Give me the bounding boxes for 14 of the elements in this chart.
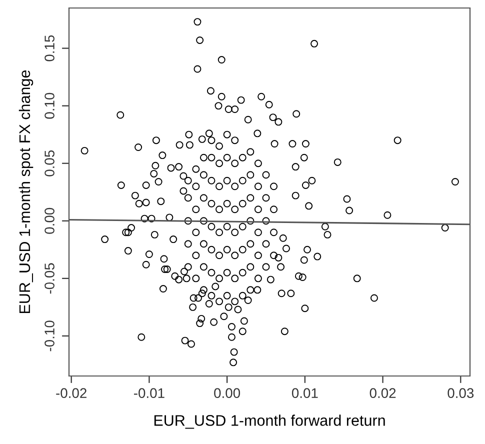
x-tick-label: -0.01 bbox=[134, 388, 164, 398]
x-axis-title: EUR_USD 1-month forward return bbox=[154, 414, 385, 429]
x-tick-label: 0.00 bbox=[214, 388, 240, 398]
y-tick-label: -0.10 bbox=[44, 320, 54, 352]
y-tick-label: 0.10 bbox=[44, 92, 54, 119]
x-tick-label: 0.03 bbox=[448, 388, 474, 398]
x-tick-label: 0.02 bbox=[370, 388, 396, 398]
x-tick-label: -0.02 bbox=[56, 388, 86, 398]
x-tick-label: 0.01 bbox=[292, 388, 318, 398]
y-tick-label: 0.00 bbox=[44, 208, 54, 234]
y-axis-title: EUR_USD 1-month spot FX change bbox=[18, 70, 34, 314]
y-tick-label: 0.05 bbox=[44, 150, 54, 176]
y-tick-label: 0.15 bbox=[44, 35, 54, 62]
y-tick-label: -0.05 bbox=[44, 263, 54, 294]
